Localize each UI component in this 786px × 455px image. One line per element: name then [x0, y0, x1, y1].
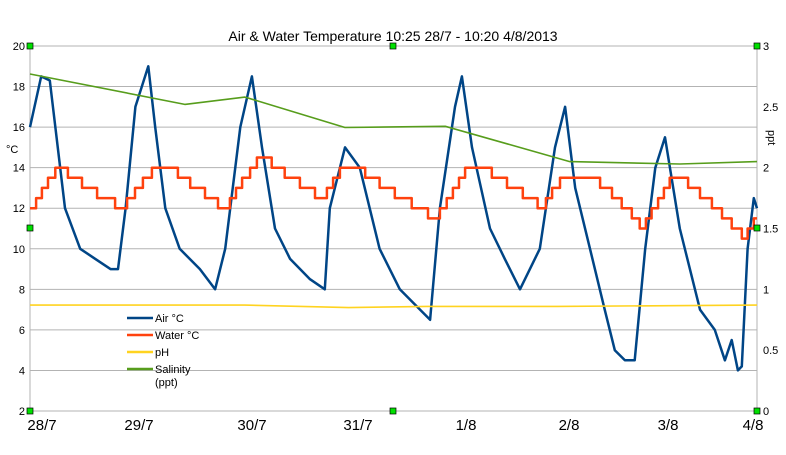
series-line-air-c — [28, 65, 759, 372]
selection-handle — [753, 42, 761, 50]
series-line-salinity-ppt — [29, 73, 758, 165]
legend: Air °C Water °C pH Salinity(ppt) — [127, 313, 199, 389]
y2-tick-label: 2 — [763, 163, 769, 175]
x-tick-label: 30/7 — [237, 417, 266, 434]
y-tick-label: 2 — [19, 406, 25, 418]
selection-handles — [26, 42, 761, 415]
y-tick-label: 12 — [13, 203, 25, 215]
series-line-ph — [30, 304, 758, 309]
y2-tick-label: 3 — [763, 41, 769, 53]
y-tick-label: 18 — [13, 82, 25, 94]
chart-title: Air & Water Temperature 10:25 28/7 - 10:… — [228, 28, 557, 44]
selection-handle — [26, 42, 34, 50]
selection-handle — [26, 407, 34, 415]
x-tick-label: 3/8 — [658, 417, 679, 434]
selection-handle — [753, 224, 761, 232]
y-tick-label: 14 — [13, 163, 25, 175]
legend-label: (ppt) — [155, 377, 178, 389]
x-tick-label: 1/8 — [456, 417, 477, 434]
y-tick-label: 8 — [19, 284, 25, 296]
selection-handle — [389, 42, 397, 50]
y-tick-label: 4 — [19, 365, 25, 377]
series-lines — [28, 65, 759, 372]
y2-tick-label: 0.5 — [763, 345, 778, 357]
y2-axis-label: ppt — [765, 130, 777, 145]
x-tick-label: 28/7 — [27, 417, 56, 434]
legend-label: pH — [155, 347, 169, 359]
y-tick-label: 6 — [19, 325, 25, 337]
legend-label: Salinity — [155, 364, 191, 376]
y-tick-label: 16 — [13, 122, 25, 134]
x-tick-label: 2/8 — [559, 417, 580, 434]
y2-tick-label: 2.5 — [763, 102, 778, 114]
y-tick-label: 10 — [13, 244, 25, 256]
selection-handle — [26, 224, 34, 232]
y-axis-label: °C — [6, 144, 18, 156]
axes: 2 4 6 8 10 12 14 16 18 20 0 0.5 1 1.5 2 2.5 3 28/7 29/7 30/… — [13, 41, 779, 434]
x-tick-label: 4/8 — [743, 417, 764, 434]
y-tick-label: 20 — [13, 41, 25, 53]
y2-tick-label: 0 — [763, 406, 769, 418]
y2-tick-label: 1 — [763, 284, 769, 296]
selection-handle — [753, 407, 761, 415]
x-tick-label: 31/7 — [343, 417, 372, 434]
x-tick-label: 29/7 — [124, 417, 153, 434]
y2-tick-label: 1.5 — [763, 224, 778, 236]
legend-label: Air °C — [155, 313, 184, 325]
series-line-water-c — [30, 156, 757, 240]
selection-handle — [389, 407, 397, 415]
legend-label: Water °C — [155, 330, 199, 342]
